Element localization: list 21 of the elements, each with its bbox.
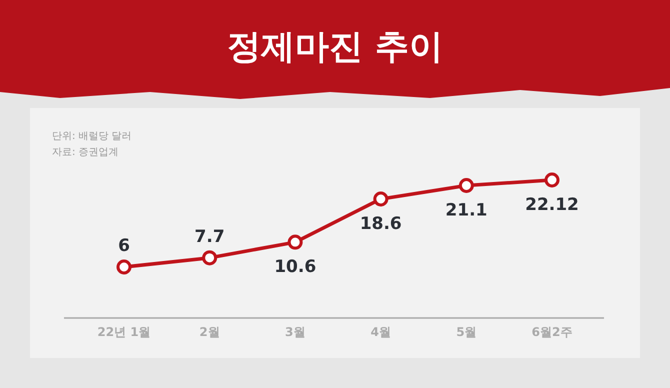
data-label: 10.6	[274, 257, 316, 278]
point	[544, 172, 560, 188]
point	[373, 192, 388, 206]
point	[458, 178, 474, 194]
point	[202, 250, 218, 266]
x-tick-label: 2월	[199, 325, 220, 339]
data-label: 22.12	[525, 195, 579, 215]
data-label: 6	[118, 236, 130, 256]
text: 단위: 배럴당 달러	[52, 131, 132, 142]
text: 자료: 증권업계	[52, 147, 119, 158]
data-label: 7.7	[194, 226, 225, 247]
x-tick-label: 3월	[285, 325, 306, 339]
x-tick-label: 6월2주	[532, 325, 572, 339]
x-tick-label: 22년 1월	[97, 325, 151, 339]
point	[116, 260, 132, 274]
data-label: 18.6	[360, 214, 402, 234]
x-tick-label: 5월	[456, 325, 477, 339]
data-label: 21.1	[445, 200, 488, 221]
chart-title: 정제마진 추이	[227, 27, 443, 67]
x-tick-label: 4월	[370, 325, 391, 339]
point	[288, 234, 303, 250]
